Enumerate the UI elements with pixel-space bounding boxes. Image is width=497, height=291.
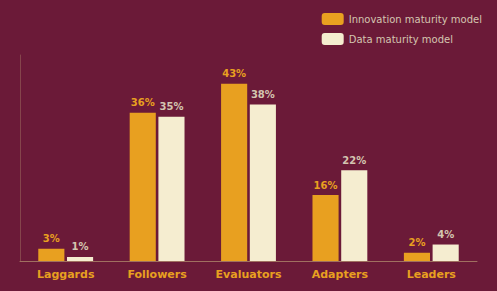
svg-text:16%: 16%	[314, 180, 338, 191]
svg-text:Data maturity model: Data maturity model	[349, 34, 453, 45]
svg-text:1%: 1%	[72, 241, 89, 252]
svg-text:Evaluators: Evaluators	[216, 268, 282, 281]
svg-text:Laggards: Laggards	[37, 268, 95, 281]
svg-text:Leaders: Leaders	[407, 268, 457, 281]
svg-text:Adapters: Adapters	[312, 268, 369, 281]
svg-text:Innovation maturity model: Innovation maturity model	[349, 14, 482, 25]
svg-text:38%: 38%	[251, 89, 275, 100]
svg-text:35%: 35%	[159, 101, 183, 112]
svg-text:3%: 3%	[43, 233, 60, 244]
svg-text:4%: 4%	[437, 229, 454, 240]
svg-text:36%: 36%	[131, 97, 155, 108]
svg-text:2%: 2%	[408, 237, 425, 248]
svg-text:43%: 43%	[222, 68, 246, 79]
svg-text:22%: 22%	[342, 155, 366, 166]
svg-text:Followers: Followers	[127, 268, 187, 281]
